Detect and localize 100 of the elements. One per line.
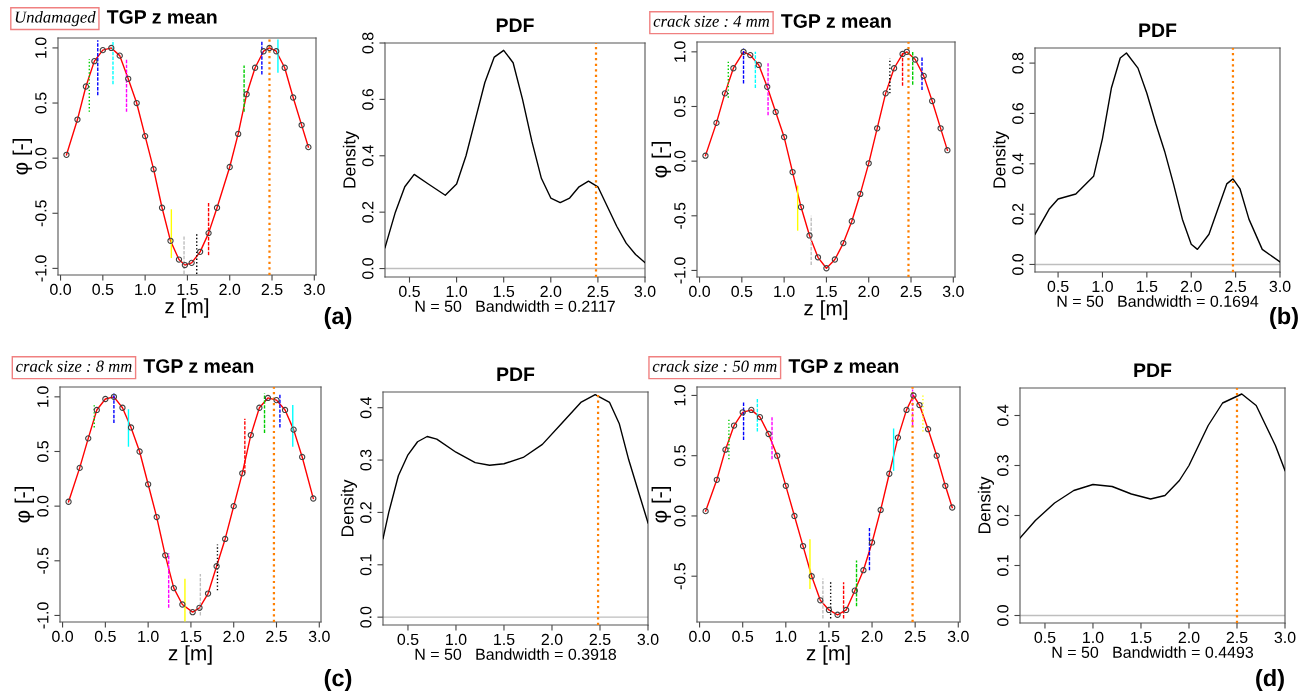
x-tick-label: 0.5 (1047, 280, 1069, 293)
x-tick-label: 2.5 (587, 285, 609, 298)
x-tick-label: 3.0 (942, 285, 964, 298)
x-tick-label: 3.0 (1274, 631, 1296, 644)
y-axis-title: Density (992, 131, 1009, 188)
y-tick-label: 0.5 (674, 445, 686, 467)
y-tick-label: 0.6 (1012, 103, 1024, 124)
x-axis-title: N = 50 Bandwidth = 0.1694 (1057, 295, 1259, 307)
y-axis-title: φ [-] (14, 487, 34, 523)
y-axis-title: Density (342, 131, 359, 188)
y-tick-label: 0.1 (360, 554, 372, 576)
x-tick-label: 1.5 (177, 283, 198, 296)
y-tick-label: -1.0 (37, 602, 49, 629)
y-tick-label: -0.5 (35, 200, 47, 227)
chart-subtitle: crack size : 4 mm (653, 15, 770, 27)
x-tick-label: 1.5 (1131, 631, 1152, 644)
x-tick-label: 1.0 (135, 283, 156, 296)
x-axis-title: N = 50 Bandwidth = 0.2117 (415, 300, 615, 312)
x-tick-label: 3.0 (637, 633, 659, 646)
x-tick-label: 2.0 (540, 285, 562, 298)
y-tick-label: 0.8 (362, 32, 374, 54)
x-tick-label: 1.5 (494, 633, 515, 646)
y-tick-label: 0.0 (360, 606, 372, 628)
x-tick-label: 2.0 (223, 630, 245, 643)
y-tick-label: 1.0 (674, 41, 686, 62)
y-tick-label: 0.2 (1012, 203, 1024, 225)
x-tick-label: 1.0 (775, 630, 797, 643)
text: (c) (324, 668, 352, 692)
y-tick-label: -1.0 (674, 257, 686, 284)
x-tick-label: 0.5 (397, 633, 419, 646)
x-tick-label: 2.5 (266, 630, 287, 643)
y-tick-label: 0.0 (37, 495, 49, 517)
y-tick-label: -0.5 (674, 563, 686, 590)
y-tick-label: 0.1 (997, 555, 1009, 576)
chart-title: TGP z mean (788, 359, 899, 373)
x-tick-label: 3.0 (303, 283, 325, 296)
text: (b) (1270, 307, 1298, 330)
y-tick-label: 0.0 (35, 147, 47, 169)
y-tick-label: 0.4 (360, 397, 372, 419)
y-tick-label: 0.0 (997, 605, 1009, 626)
chart-title: TGP z mean (143, 359, 254, 373)
y-tick-label: 0.2 (997, 505, 1009, 526)
x-tick-label: 1.0 (446, 633, 467, 646)
x-axis-title: N = 50 Bandwidth = 0.4493 (1052, 646, 1254, 658)
y-tick-label: -0.5 (37, 547, 49, 574)
x-tick-label: 2.5 (904, 630, 926, 643)
x-tick-label: 2.0 (1178, 631, 1200, 644)
y-tick-label: 1.0 (37, 386, 49, 407)
x-tick-label: 1.5 (181, 630, 202, 643)
y-tick-label: -0.5 (674, 202, 686, 229)
y-tick-label: -1.0 (35, 255, 47, 282)
y-tick-label: 0.2 (360, 502, 372, 523)
y-tick-label: 1.0 (674, 384, 686, 406)
text: (d) (1256, 668, 1284, 692)
x-axis-title: z [m] (806, 645, 850, 665)
text: (a) (324, 307, 352, 330)
x-axis-title: z [m] (168, 645, 212, 665)
x-tick-label: 3.0 (1269, 280, 1291, 293)
x-tick-label: 1.0 (446, 285, 468, 298)
x-tick-label: 3.0 (308, 630, 330, 643)
y-tick-label: 0.0 (674, 505, 686, 527)
chart-title: PDF (1139, 23, 1177, 37)
x-tick-label: 1.0 (1083, 631, 1104, 644)
x-tick-label: 1.0 (1092, 280, 1113, 293)
y-axis-title: φ [-] (651, 142, 671, 178)
x-tick-label: 2.0 (861, 630, 883, 643)
y-tick-label: 0.3 (997, 455, 1009, 476)
y-tick-label: 0.5 (674, 96, 686, 117)
chart-subtitle: crack size : 50 mm (652, 360, 777, 372)
y-axis-title: Density (977, 476, 994, 534)
y-tick-label: 0.0 (1012, 253, 1024, 275)
x-tick-label: 0.5 (732, 630, 754, 643)
chart-title: PDF (1134, 363, 1172, 377)
x-tick-label: 1.5 (819, 630, 840, 643)
x-tick-label: 0.0 (689, 285, 711, 298)
x-tick-label: 2.0 (858, 285, 880, 298)
x-tick-label: 0.0 (52, 630, 74, 643)
y-tick-label: 0.4 (362, 145, 374, 167)
x-tick-label: 2.0 (541, 633, 563, 646)
chart-title: PDF (497, 367, 535, 381)
y-tick-label: 0.5 (37, 441, 49, 462)
y-tick-label: 0.0 (674, 150, 686, 172)
x-tick-label: 2.0 (219, 283, 241, 296)
chart-title: PDF (496, 18, 534, 32)
x-tick-label: 1.5 (493, 285, 515, 298)
x-tick-label: 2.5 (1226, 631, 1248, 644)
y-tick-label: 0.8 (1012, 52, 1024, 74)
x-tick-label: 0.5 (399, 285, 420, 298)
x-tick-label: 2.5 (261, 283, 283, 296)
y-axis-title: Density (340, 479, 357, 537)
x-tick-label: 1.0 (774, 285, 795, 298)
y-tick-label: 0.4 (1012, 153, 1024, 175)
y-axis-title: φ [-] (12, 139, 32, 175)
y-axis-title: φ [-] (651, 487, 671, 523)
x-axis-title: N = 50 Bandwidth = 0.3918 (415, 648, 617, 660)
x-tick-label: 2.0 (1180, 280, 1202, 293)
x-tick-label: 1.0 (138, 630, 159, 643)
x-tick-label: 0.5 (731, 285, 753, 298)
x-tick-label: 2.5 (900, 285, 922, 298)
chart-title: TGP z mean (106, 10, 217, 24)
